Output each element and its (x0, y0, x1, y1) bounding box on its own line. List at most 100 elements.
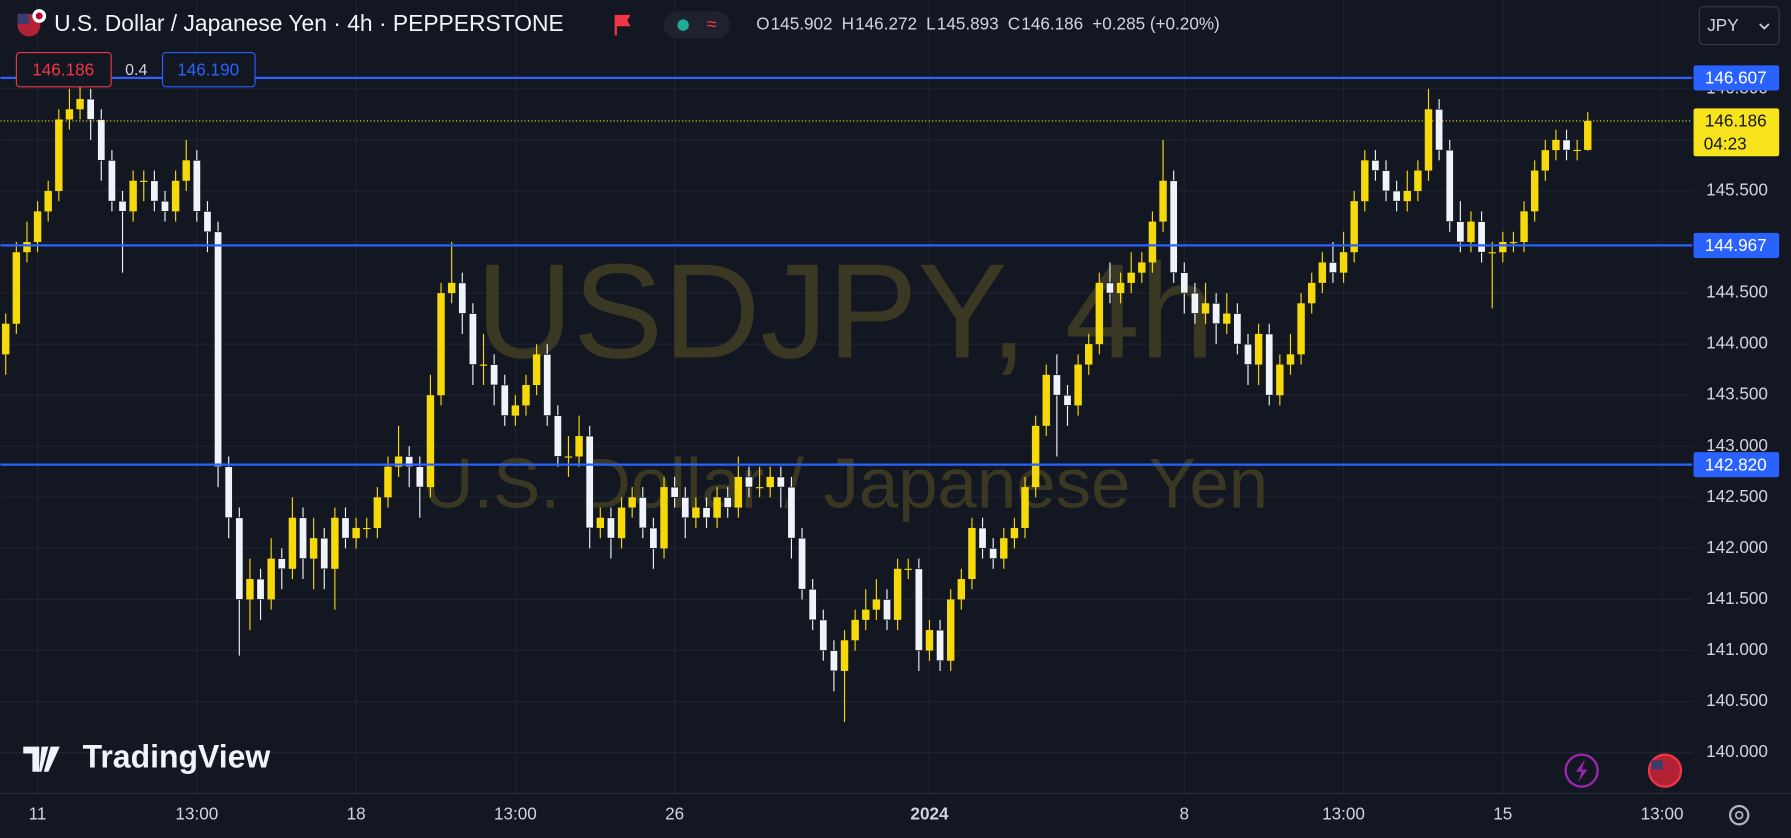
candle-body (819, 619, 828, 651)
x-tick-label: 26 (665, 805, 684, 824)
candle-body (1212, 302, 1221, 325)
last-price-badge (1693, 108, 1780, 157)
candle-body (1350, 201, 1358, 253)
candle-body (1095, 282, 1104, 345)
candle-body (267, 558, 275, 600)
candle-body (309, 538, 318, 559)
candle-body (532, 354, 541, 385)
market-open-dot (677, 19, 689, 31)
candle-body (277, 558, 286, 570)
candle-body (1085, 344, 1093, 365)
candle-body (957, 579, 966, 600)
settings-icon[interactable] (1728, 804, 1750, 826)
candle-body (723, 496, 732, 508)
watermark-description: U.S. Dollar / Japanese Yen (422, 443, 1268, 522)
candle-body (86, 98, 95, 120)
candle-body (1424, 109, 1433, 171)
candle-body (660, 487, 668, 549)
candle-body (1584, 120, 1592, 150)
flag-marker[interactable] (614, 14, 631, 36)
candle-body (118, 200, 127, 212)
candle-body (968, 527, 976, 580)
candle-body (490, 364, 499, 386)
candle-body (543, 354, 552, 416)
candle-body (1031, 425, 1040, 488)
candle-body (1530, 170, 1539, 212)
candle-body (320, 537, 329, 570)
currency-label: JPY (1707, 16, 1739, 35)
candle-body (1190, 292, 1199, 314)
candle-body (1074, 364, 1082, 406)
last-price-label: 146.186 (1705, 112, 1767, 131)
candles (2, 78, 1592, 722)
candle-body (1052, 374, 1061, 396)
candle-body (638, 496, 647, 529)
x-tick-label: 13:00 (175, 805, 218, 824)
candle-body (1403, 190, 1411, 202)
candle-body (1180, 272, 1189, 294)
candle-body (628, 497, 636, 508)
candle-body (872, 599, 881, 610)
candle-body (575, 436, 583, 457)
candle-body (1562, 139, 1571, 151)
candle-body (426, 395, 435, 488)
sell-button[interactable] (15, 51, 112, 88)
candle-body (150, 180, 159, 202)
watermark-symbol: USDJPY, 4h (476, 236, 1215, 387)
settings-icon-center (1734, 810, 1744, 820)
candle-body (904, 568, 912, 570)
candle-body (1010, 527, 1019, 539)
brand-name[interactable]: TradingView (83, 739, 271, 775)
candle-body (171, 180, 180, 212)
candle-body (1138, 262, 1146, 273)
price-lines (0, 76, 1693, 466)
candle-body (2, 323, 10, 355)
candle-body (500, 384, 509, 416)
candle-body (882, 599, 892, 621)
flag-canton (17, 13, 29, 24)
candle-body (522, 384, 530, 406)
y-tick-label: 140.000 (1706, 742, 1768, 761)
candle-body (1297, 303, 1305, 355)
y-tick-label: 142.000 (1706, 538, 1768, 557)
candle-body (1021, 487, 1029, 528)
candle-body (298, 517, 308, 559)
candle-body (23, 242, 31, 253)
candle-body (394, 456, 403, 467)
candle-body (203, 211, 212, 233)
candle-body (1254, 333, 1263, 365)
x-tick-label: 18 (347, 805, 366, 824)
buy-button[interactable] (161, 51, 256, 88)
candle-body (1509, 242, 1518, 244)
candle-body (1488, 252, 1496, 254)
status-pill[interactable] (663, 11, 730, 39)
candle-body (1339, 252, 1348, 273)
candle-body (755, 487, 764, 489)
candle-body (1541, 150, 1550, 171)
alert-icon[interactable] (1564, 753, 1599, 788)
price-line-badge (1693, 452, 1780, 478)
candle-body (1148, 221, 1157, 263)
candle-body (129, 180, 137, 212)
candle-body (649, 527, 658, 549)
candle-body (1265, 333, 1274, 396)
candle-body (1381, 170, 1391, 192)
economic-events-icon[interactable] (1647, 753, 1683, 788)
bar-countdown: 04:23 (1704, 134, 1747, 153)
candle-body (946, 599, 955, 661)
ohlc-key: C (1008, 15, 1020, 34)
currency-dropdown[interactable] (1698, 6, 1780, 46)
status-wave: ≈ (707, 13, 717, 34)
candle-body (415, 466, 424, 488)
candle-body (97, 119, 106, 161)
ohlc-legend: O 145.902 H 146.272 L 145.893 C 146.186 +0.285 (… (756, 15, 1220, 34)
branding: TradingView (23, 739, 270, 775)
candle-body (606, 517, 615, 539)
dropdown-arrow (1759, 23, 1770, 30)
candle-body (192, 159, 201, 212)
candle-body (1520, 211, 1528, 243)
candle-body (1243, 343, 1253, 365)
candle-body (107, 159, 116, 202)
symbol-title[interactable]: U.S. Dollar / Japanese Yen · 4h · PEPPER… (54, 10, 564, 36)
